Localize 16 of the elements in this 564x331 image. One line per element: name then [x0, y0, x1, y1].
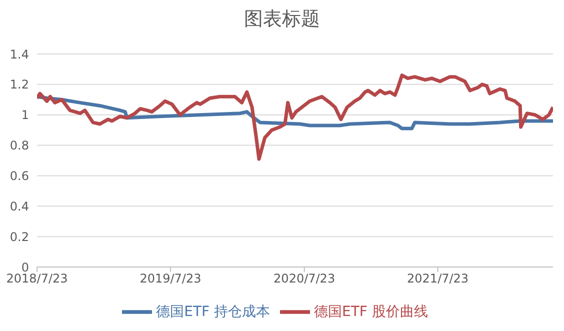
- y-tick-label: 1: [21, 108, 29, 122]
- x-tick-label: 2020/7/23: [274, 272, 336, 286]
- x-tick-label: 2018/7/23: [6, 272, 68, 286]
- legend-label: 德国ETF 股价曲线: [314, 304, 428, 320]
- y-tick-label: 0.8: [10, 138, 29, 153]
- legend-label: 德国ETF 持仓成本: [156, 304, 270, 320]
- y-tick-label: 0: [21, 260, 29, 274]
- y-tick-label: 1.4: [10, 47, 29, 62]
- y-tick-label: 0.4: [10, 199, 29, 214]
- chart-title: 图表标题: [243, 7, 321, 32]
- y-tick-label: 0.2: [10, 230, 29, 244]
- line-series: [37, 74, 553, 161]
- y-tick-label: 0.6: [10, 168, 29, 183]
- y-tick-label: 1.2: [10, 78, 29, 92]
- x-tick-label: 2021/7/23: [407, 272, 469, 286]
- x-tick-label: 2019/7/23: [140, 272, 202, 286]
